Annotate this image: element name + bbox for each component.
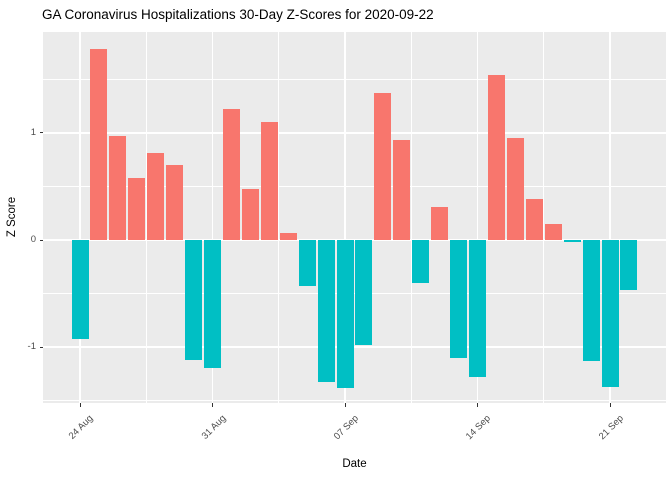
x-tick-label: 07 Sep (331, 413, 361, 443)
y-tick-label: -1 (27, 341, 36, 353)
x-tick-label: 24 Aug (67, 413, 96, 442)
bar-2020-09-09 (374, 93, 392, 240)
gridline-major-horizontal (43, 346, 666, 348)
bar-2020-09-18 (544, 223, 562, 240)
bar-2020-09-14 (469, 240, 486, 378)
gridline-major-vertical (476, 32, 479, 403)
gridline-major-vertical (609, 32, 611, 403)
x-axis-title: Date (342, 458, 367, 470)
gridline-minor-horizontal (43, 186, 666, 187)
x-tick (344, 403, 346, 407)
bar-2020-09-03 (260, 122, 278, 240)
y-tick-label: 0 (30, 234, 36, 246)
x-tick (212, 403, 213, 407)
x-tick (609, 403, 611, 407)
bar-2020-08-28 (147, 153, 165, 240)
bar-2020-09-17 (525, 199, 543, 240)
x-tick (79, 403, 81, 407)
bar-2020-09-19 (563, 240, 581, 243)
gridline-minor-horizontal (43, 78, 666, 80)
gridline-major-horizontal (43, 132, 666, 134)
bar-2020-09-22 (620, 240, 638, 291)
gridline-minor-vertical (278, 32, 280, 403)
y-tick (39, 346, 43, 348)
y-tick (39, 132, 43, 134)
x-tick-label: 21 Sep (596, 413, 626, 443)
gridline-major-vertical (344, 32, 346, 403)
bar-2020-08-26 (109, 136, 127, 240)
bar-2020-08-24 (71, 240, 89, 339)
x-tick-label: 31 Aug (199, 413, 229, 442)
bar-2020-09-06 (317, 240, 335, 382)
y-axis-title: Z Score (6, 196, 18, 238)
gridline-major-vertical (211, 32, 214, 403)
gridline-minor-horizontal (43, 400, 666, 402)
bar-2020-09-13 (450, 240, 468, 358)
gridline-minor-vertical (410, 32, 412, 403)
bar-2020-09-01 (222, 109, 240, 240)
bar-2020-08-31 (204, 240, 221, 368)
gridline-minor-vertical (145, 32, 147, 403)
plot-panel (43, 32, 666, 403)
bar-2020-09-10 (393, 140, 411, 241)
bar-2020-09-07 (336, 240, 354, 388)
bar-2020-08-25 (90, 49, 108, 240)
bar-2020-08-27 (128, 177, 146, 240)
gridline-minor-vertical (543, 32, 545, 403)
gridline-major-horizontal (43, 239, 666, 241)
gridline-minor-horizontal (43, 293, 666, 295)
bar-2020-09-11 (412, 240, 430, 283)
gridline-major-vertical (79, 32, 81, 403)
x-tick (477, 403, 478, 407)
y-tick (39, 239, 43, 241)
y-tick-label: 1 (30, 126, 36, 138)
bar-2020-09-16 (506, 138, 524, 240)
bar-2020-08-29 (166, 164, 184, 240)
x-tick-label: 14 Sep (464, 413, 494, 443)
bar-2020-09-21 (601, 240, 619, 387)
bar-2020-09-05 (298, 240, 316, 287)
bar-2020-09-15 (487, 74, 505, 240)
bar-2020-08-30 (185, 240, 203, 361)
bar-2020-09-20 (582, 240, 600, 362)
chart-title: GA Coronavirus Hospitalizations 30-Day Z… (42, 7, 434, 22)
bar-2020-09-12 (431, 206, 449, 240)
bar-2020-09-08 (355, 240, 373, 346)
bar-2020-09-04 (279, 232, 297, 240)
bar-2020-09-02 (241, 188, 259, 240)
